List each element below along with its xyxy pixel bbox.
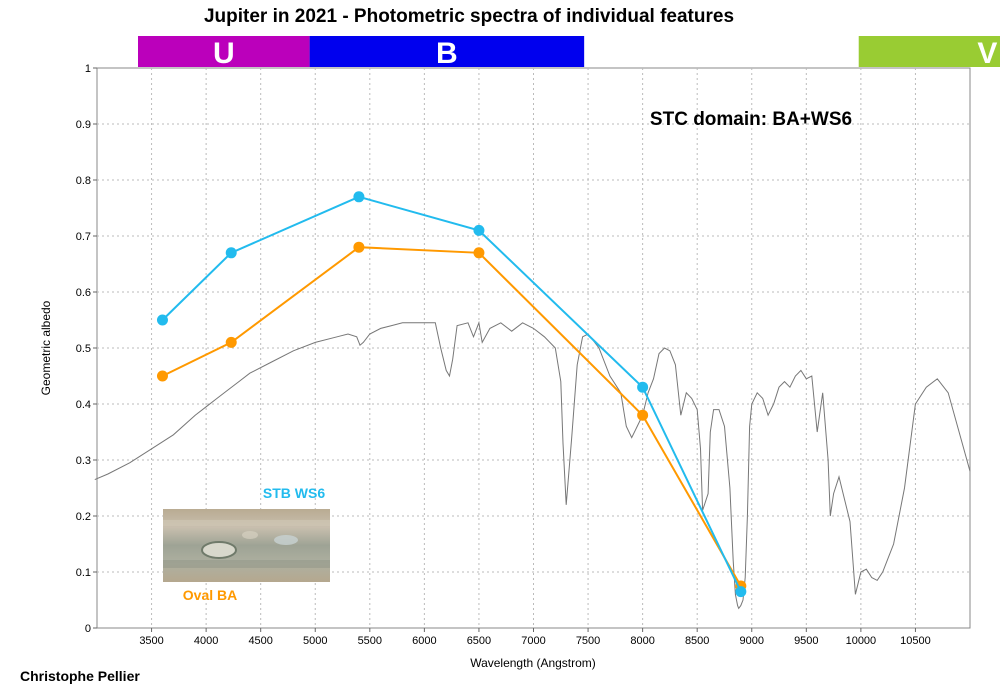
- x-tick-label: 8000: [630, 635, 654, 647]
- x-tick-label: 6500: [467, 635, 491, 647]
- x-tick-label: 6000: [412, 635, 436, 647]
- y-tick-label: 0.6: [76, 287, 91, 299]
- data-point-oval-ba: [156, 370, 168, 382]
- label-oval-ba: Oval BA: [183, 587, 237, 603]
- y-tick-label: 0.2: [76, 511, 91, 523]
- y-tick-label: 0.4: [76, 399, 91, 411]
- x-tick-label: 4500: [248, 635, 272, 647]
- x-tick-label: 7500: [576, 635, 600, 647]
- filter-band-strip: UBVRcIcCH4Y: [138, 36, 1000, 70]
- filter-band-b: [309, 36, 585, 67]
- data-point-stb-ws6: [735, 586, 747, 598]
- y-tick-label: 0.8: [76, 175, 91, 187]
- reference-spectrum: [94, 320, 971, 610]
- x-tick-label: 3500: [139, 635, 163, 647]
- y-tick-label: 0: [85, 623, 91, 635]
- x-axis-ticks: 3500 4000 4500 5000 5500 6000 6500 7000 7500 8000…: [139, 628, 931, 647]
- y-axis-label: Geometric albedo: [39, 300, 53, 395]
- author-credit: Christophe Pellier: [20, 668, 140, 684]
- data-point-stb-ws6: [225, 247, 237, 259]
- y-tick-label: 0.5: [76, 343, 91, 355]
- y-axis-ticks: 0 0.1 0.2 0.3 0.4 0.5 0.6 0.7 0.8 0.9 1: [76, 63, 97, 635]
- x-tick-label: 10500: [900, 635, 931, 647]
- filter-band-label: V: [977, 37, 997, 70]
- series-line-stb-ws6: [161, 195, 742, 593]
- y-tick-label: 1: [85, 63, 91, 75]
- x-tick-label: 5000: [303, 635, 327, 647]
- filter-band-v: [858, 36, 1000, 67]
- data-point-stb-ws6: [353, 191, 365, 203]
- y-tick-label: 0.1: [76, 567, 91, 579]
- x-tick-label: 9500: [794, 635, 818, 647]
- x-axis-label: Wavelength (Angstrom): [470, 656, 596, 670]
- x-tick-label: 8500: [685, 635, 709, 647]
- gridlines: [97, 68, 970, 628]
- domain-annotation: STC domain: BA+WS6: [650, 109, 852, 130]
- y-tick-label: 0.9: [76, 119, 91, 131]
- data-point-stb-ws6: [637, 381, 649, 393]
- chart-title: Jupiter in 2021 - Photometric spectra of…: [204, 6, 734, 27]
- filter-band-label: B: [436, 37, 458, 70]
- series-group: [156, 191, 747, 598]
- x-tick-label: 5500: [358, 635, 382, 647]
- y-tick-label: 0.7: [76, 231, 91, 243]
- label-stb-ws6: STB WS6: [263, 485, 325, 501]
- x-tick-label: 9000: [740, 635, 764, 647]
- x-tick-label: 10000: [846, 635, 877, 647]
- x-tick-label: 4000: [194, 635, 218, 647]
- filter-band-label: U: [213, 37, 235, 70]
- data-point-stb-ws6: [473, 224, 485, 236]
- series-line-oval-ba: [162, 246, 742, 587]
- y-tick-label: 0.3: [76, 455, 91, 467]
- data-point-oval-ba: [353, 241, 365, 253]
- data-point-oval-ba: [473, 247, 485, 259]
- filter-band-u: [138, 36, 310, 67]
- data-point-oval-ba: [637, 409, 649, 421]
- data-point-stb-ws6: [156, 314, 168, 326]
- reference-spectrum-line: [94, 320, 971, 610]
- x-tick-label: 7000: [521, 635, 545, 647]
- jupiter-thumbnail-image: [163, 509, 330, 582]
- data-point-oval-ba: [225, 336, 237, 348]
